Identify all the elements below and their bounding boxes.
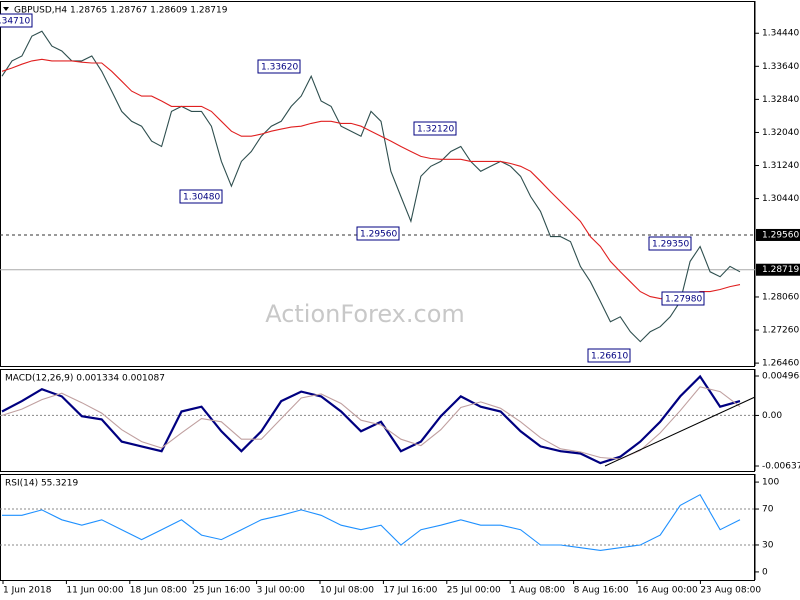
annotation: 1.30480	[183, 193, 220, 203]
x-tick-label: 3 Jul 00:00	[257, 586, 306, 596]
y-tick-label: 1.27260	[762, 326, 799, 336]
series-line	[1, 58, 741, 300]
annotation-box	[587, 348, 631, 363]
series-line	[1, 386, 741, 460]
x-tick-label: 11 Jun 00:00	[66, 586, 123, 596]
annotation-box	[0, 13, 33, 28]
x-tick-label: 18 Jun 08:00	[130, 586, 187, 596]
y-tick-label: 1.32040	[762, 128, 799, 138]
last-price-box	[756, 263, 800, 276]
y-tick-label: 1.33640	[762, 62, 799, 72]
y-tick-label: 1.26460	[762, 359, 799, 369]
annotation-box	[413, 121, 457, 136]
x-tick-label: 8 Aug 16:00	[574, 586, 629, 596]
annotation: 1.29350	[652, 240, 689, 250]
annotation: 1.27980	[665, 295, 702, 305]
y-tick-label: 0.00	[762, 411, 782, 421]
annotation-box	[179, 189, 223, 204]
annotation: 1.26610	[591, 352, 628, 362]
x-tick-label: 1 Jun 2018	[3, 586, 52, 596]
series-line	[1, 374, 741, 465]
y-tick-label: 70	[762, 505, 774, 515]
panel-title: MACD(12,26,9) 0.001334 0.001087	[5, 374, 165, 384]
annotation-box	[648, 236, 692, 251]
annotation: 1.34710	[0, 17, 30, 27]
x-tick-label: 10 Jul 08:00	[320, 586, 374, 596]
y-tick-label: 30	[762, 540, 774, 550]
panel-title: RSI(14) 55.3219	[5, 479, 78, 489]
trend-line	[604, 396, 756, 467]
x-tick-label: 25 Jul 00:00	[447, 586, 501, 596]
level-label-box	[756, 228, 800, 241]
y-tick-label: 1.32840	[762, 95, 799, 105]
x-tick-label: 25 Jun 16:00	[193, 586, 250, 596]
menu-arrow	[3, 7, 9, 11]
annotation-box	[661, 291, 705, 306]
annotation-box	[356, 226, 400, 241]
y-tick-label: 1.34440	[762, 29, 799, 39]
annotation: 1.29560	[360, 230, 397, 240]
y-tick-label: 1.30440	[762, 194, 799, 204]
series-line	[2, 493, 741, 551]
panel-title: GBPUSD,H4 1.28765 1.28767 1.28609 1.2871…	[14, 6, 228, 16]
annotation: 1.33620	[261, 63, 298, 73]
level-label: 1.29560	[762, 230, 799, 240]
x-tick-label: 23 Aug 08:00	[700, 586, 761, 596]
watermark: ActionForex.com	[265, 300, 465, 328]
annotation-box	[257, 59, 301, 74]
y-tick-label: 100	[762, 478, 779, 488]
last-price-label: 1.28719	[762, 265, 799, 275]
x-tick-label: 17 Jul 16:00	[383, 586, 437, 596]
y-tick-label: 0.004968	[762, 372, 800, 382]
x-tick-label: 16 Aug 00:00	[637, 586, 698, 596]
series-line	[1, 30, 741, 343]
y-tick-label: -0.006372	[762, 462, 800, 472]
y-tick-label: 0	[762, 567, 768, 577]
x-tick-label: 1 Aug 08:00	[510, 586, 565, 596]
y-tick-label: 1.31240	[762, 161, 799, 171]
y-tick-label: 1.28060	[762, 292, 799, 302]
annotation: 1.32120	[417, 125, 454, 135]
